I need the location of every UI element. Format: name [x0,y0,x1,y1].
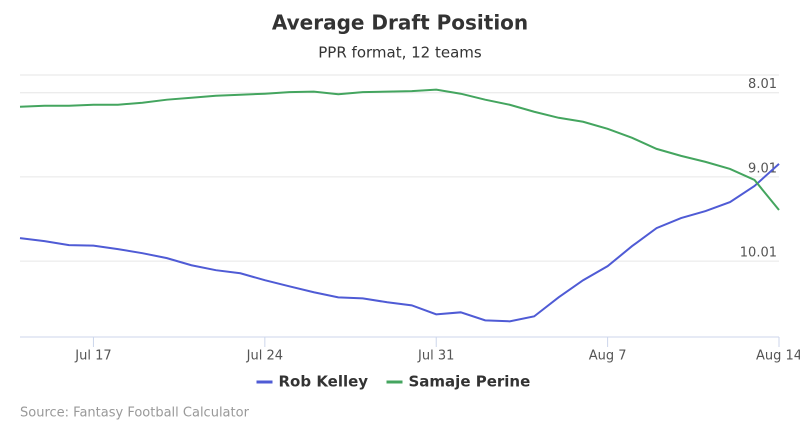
series-line [19,163,780,323]
legend-label: Rob Kelley [279,373,369,391]
x-tick-label: Aug 7 [589,349,627,364]
chart-subtitle: PPR format, 12 teams [318,44,482,62]
x-tick-label: Aug 14 [756,349,800,364]
x-tick-label: Jul 24 [246,349,283,364]
chart-title: Average Draft Position [272,11,528,35]
source-note: Source: Fantasy Football Calculator [20,406,250,421]
y-tick-label: 10.01 [740,246,777,261]
legend-label: Samaje Perine [409,373,531,391]
x-tick-label: Jul 17 [74,349,111,364]
y-tick-label: 8.01 [748,77,777,92]
x-tick-label: Jul 31 [417,349,454,364]
series-line [19,88,780,211]
